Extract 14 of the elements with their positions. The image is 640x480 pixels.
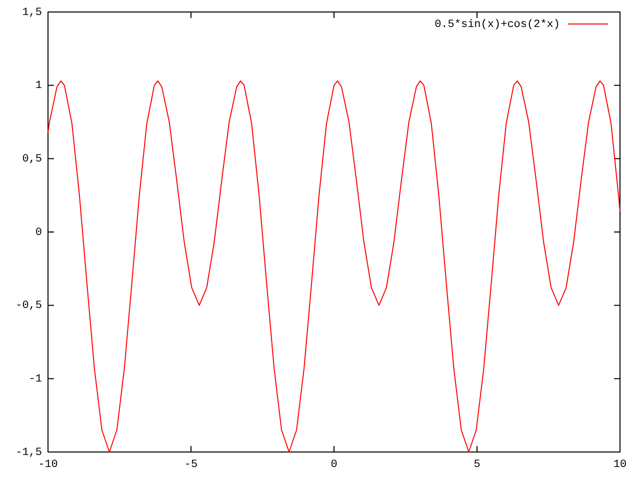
y-tick-label: 0	[35, 226, 42, 239]
y-tick-label: -1	[28, 374, 42, 386]
y-tick-label: 0,5	[22, 154, 42, 166]
x-tick-label: 10	[613, 459, 627, 471]
legend-label: 0.5*sin(x)+cos(2*x)	[434, 18, 560, 31]
y-tick-label: -0,5	[16, 300, 42, 312]
x-tick-label: -5	[184, 459, 198, 471]
y-tick-label: 1,5	[22, 6, 42, 19]
y-tick-label: 1	[35, 80, 42, 92]
y-tick-label: -1,5	[16, 446, 42, 459]
x-tick-label: 0	[330, 459, 338, 471]
x-tick-label: -10	[38, 459, 58, 471]
x-tick-label: 5	[474, 459, 480, 471]
line-series	[48, 80, 620, 452]
